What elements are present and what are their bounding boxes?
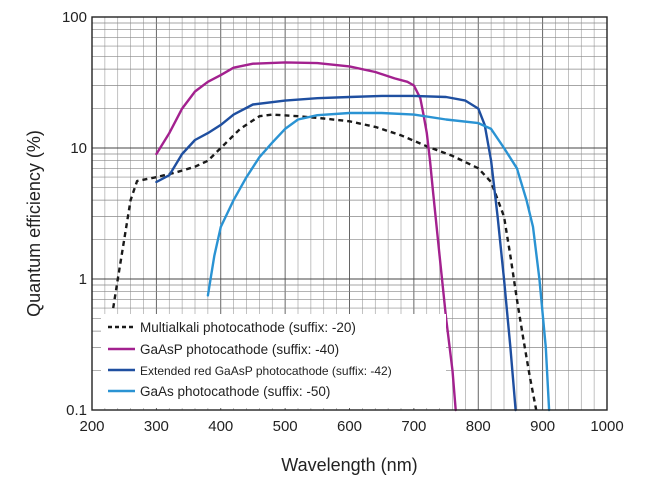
series-line-2 bbox=[155, 61, 457, 412]
y-tick-label: 0.1 bbox=[66, 402, 87, 419]
y-tick-label: 10 bbox=[70, 140, 87, 157]
x-tick-label: 900 bbox=[530, 418, 555, 435]
x-tick-label: 500 bbox=[273, 418, 298, 435]
y-tick-labels: 0.1 1 10 100 bbox=[62, 9, 87, 419]
x-axis-title: Wavelength (nm) bbox=[281, 455, 417, 475]
y-tick-label: 100 bbox=[62, 9, 87, 26]
legend-box bbox=[101, 314, 446, 408]
series-line-3 bbox=[155, 94, 517, 412]
series-line-1 bbox=[112, 113, 538, 411]
legend: Multialkali photocathode (suffix: -20) Ga… bbox=[101, 314, 446, 408]
x-tick-label: 800 bbox=[466, 418, 491, 435]
x-tick-label: 300 bbox=[144, 418, 169, 435]
series-line-4 bbox=[206, 111, 551, 412]
y-tick-label: 1 bbox=[79, 271, 87, 288]
x-tick-label: 600 bbox=[337, 418, 362, 435]
y-axis-title: Quantum efficiency (%) bbox=[24, 130, 44, 317]
legend-label-3: Extended red GaAsP photocathode (suffix:… bbox=[140, 364, 392, 378]
x-tick-label: 400 bbox=[208, 418, 233, 435]
x-tick-label: 200 bbox=[79, 418, 104, 435]
legend-label-1: Multialkali photocathode (suffix: -20) bbox=[140, 320, 356, 335]
legend-label-2: GaAsP photocathode (suffix: -40) bbox=[140, 342, 339, 357]
x-tick-labels: 200 300 400 500 600 700 800 900 1000 bbox=[79, 418, 623, 435]
plot-frame bbox=[91, 16, 608, 411]
series-layer bbox=[112, 61, 551, 412]
x-tick-label: 1000 bbox=[590, 418, 623, 435]
legend-label-4: GaAs photocathode (suffix: -50) bbox=[140, 384, 330, 399]
x-tick-label: 700 bbox=[401, 418, 426, 435]
